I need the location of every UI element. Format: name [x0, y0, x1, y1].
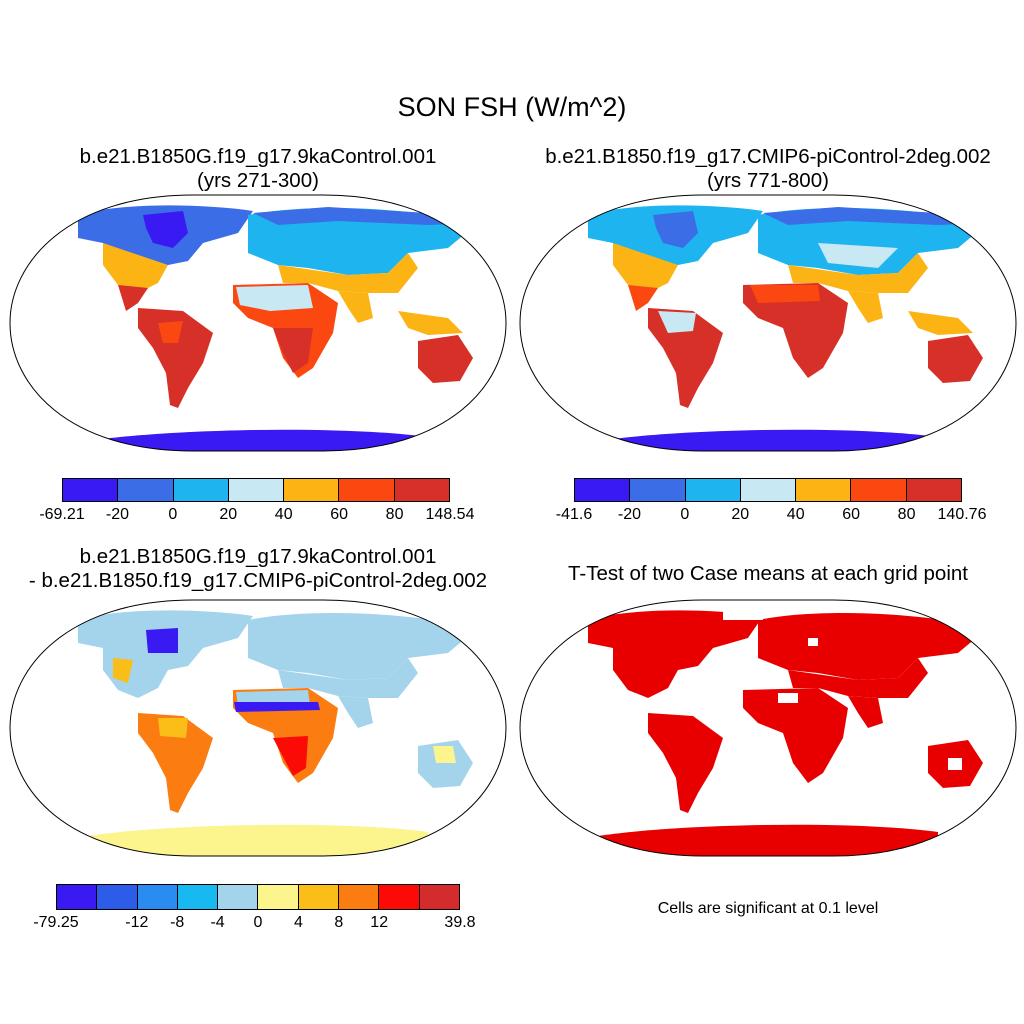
colorbar-tick-label: -12	[125, 914, 149, 931]
colorbar-tick-label: 60	[330, 506, 349, 523]
colorbar-swatch	[173, 479, 229, 501]
colorbar-tick-label: 12	[370, 914, 389, 931]
panel-title-line2: (yrs 771-800)	[707, 169, 829, 192]
colorbar-tick-label: -20	[105, 506, 129, 523]
colorbar-swatch	[218, 885, 259, 909]
colorbar-tick-label: 0	[680, 506, 690, 523]
colorbar-tick-label: 0	[253, 914, 263, 931]
colorbar-tick-label: 40	[786, 506, 805, 523]
colorbar-swatch	[906, 479, 961, 501]
colorbar-tick-label: 8	[334, 914, 344, 931]
colorbar-swatch	[339, 885, 380, 909]
map-top-left	[9, 194, 507, 452]
colorbar-tick-label: -4	[210, 914, 225, 931]
map-bottom-left	[9, 599, 507, 857]
colorbar-swatch	[284, 479, 340, 501]
colorbar-swatch	[339, 479, 395, 501]
panel-title-line2: - b.e21.B1850.f19_g17.CMIP6-piControl-2d…	[28, 569, 488, 592]
map-bottom-right	[519, 599, 1017, 857]
colorbar-swatch	[137, 885, 178, 909]
colorbar-swatch	[740, 479, 797, 501]
colorbar-swatch	[851, 479, 907, 501]
colorbar-swatch	[177, 885, 219, 909]
colorbar-swatch	[57, 885, 98, 909]
panel-title-line1: b.e21.B1850G.f19_g17.9kaControl.001	[79, 545, 437, 568]
panel-title-bottom-left: b.e21.B1850G.f19_g17.9kaControl.001 - b.…	[8, 545, 508, 593]
colorbar-swatch	[394, 479, 449, 501]
colorbar-swatch	[419, 885, 459, 909]
colorbar-swatch	[630, 479, 686, 501]
colorbar-tick-label: -79.25	[33, 914, 79, 931]
colorbar-tick-label: -69.21	[39, 506, 85, 523]
map-top-right	[519, 194, 1017, 452]
colorbar-tick-label: 39.8	[444, 914, 476, 931]
panel-title-line1: b.e21.B1850G.f19_g17.9kaControl.001	[79, 145, 437, 168]
colorbar-top-right	[574, 478, 962, 502]
panel-title-line2: (yrs 271-300)	[197, 169, 319, 192]
significance-note: Cells are significant at 0.1 level	[657, 900, 879, 917]
colorbar-tick-label: 60	[842, 506, 861, 523]
colorbar-swatch	[575, 479, 631, 501]
colorbar-swatch	[685, 479, 741, 501]
colorbar-tick-label: 80	[385, 506, 404, 523]
colorbar-swatch	[97, 885, 138, 909]
colorbar-tick-label: -8	[170, 914, 185, 931]
panel-title-line1: b.e21.B1850.f19_g17.CMIP6-piControl-2deg…	[545, 145, 991, 168]
colorbar-tick-label: 40	[274, 506, 293, 523]
colorbar-tick-label: 140.76	[937, 506, 987, 523]
panel-title-top-left: b.e21.B1850G.f19_g17.9kaControl.001 (yrs…	[8, 145, 508, 193]
colorbar-tick-label: -20	[617, 506, 641, 523]
colorbar-swatch	[258, 885, 299, 909]
colorbar-bottom-left	[56, 884, 460, 910]
main-title: SON FSH (W/m^2)	[397, 92, 627, 122]
panel-title-top-right: b.e21.B1850.f19_g17.CMIP6-piControl-2deg…	[518, 145, 1018, 193]
colorbar-swatch	[228, 479, 285, 501]
colorbar-tick-label: 20	[731, 506, 750, 523]
panel-title-bottom-right: T-Test of two Case means at each grid po…	[568, 562, 968, 585]
colorbar-tick-label: 4	[293, 914, 303, 931]
colorbar-tick-label: -41.6	[555, 506, 593, 523]
colorbar-swatch	[796, 479, 852, 501]
colorbar-tick-label: 80	[897, 506, 916, 523]
colorbar-tick-label: 0	[168, 506, 178, 523]
colorbar-swatch	[118, 479, 174, 501]
colorbar-swatch	[63, 479, 119, 501]
colorbar-swatch	[298, 885, 340, 909]
colorbar-tick-label: 20	[219, 506, 238, 523]
colorbar-swatch	[379, 885, 420, 909]
colorbar-tick-label: 148.54	[425, 506, 475, 523]
colorbar-top-left	[62, 478, 450, 502]
